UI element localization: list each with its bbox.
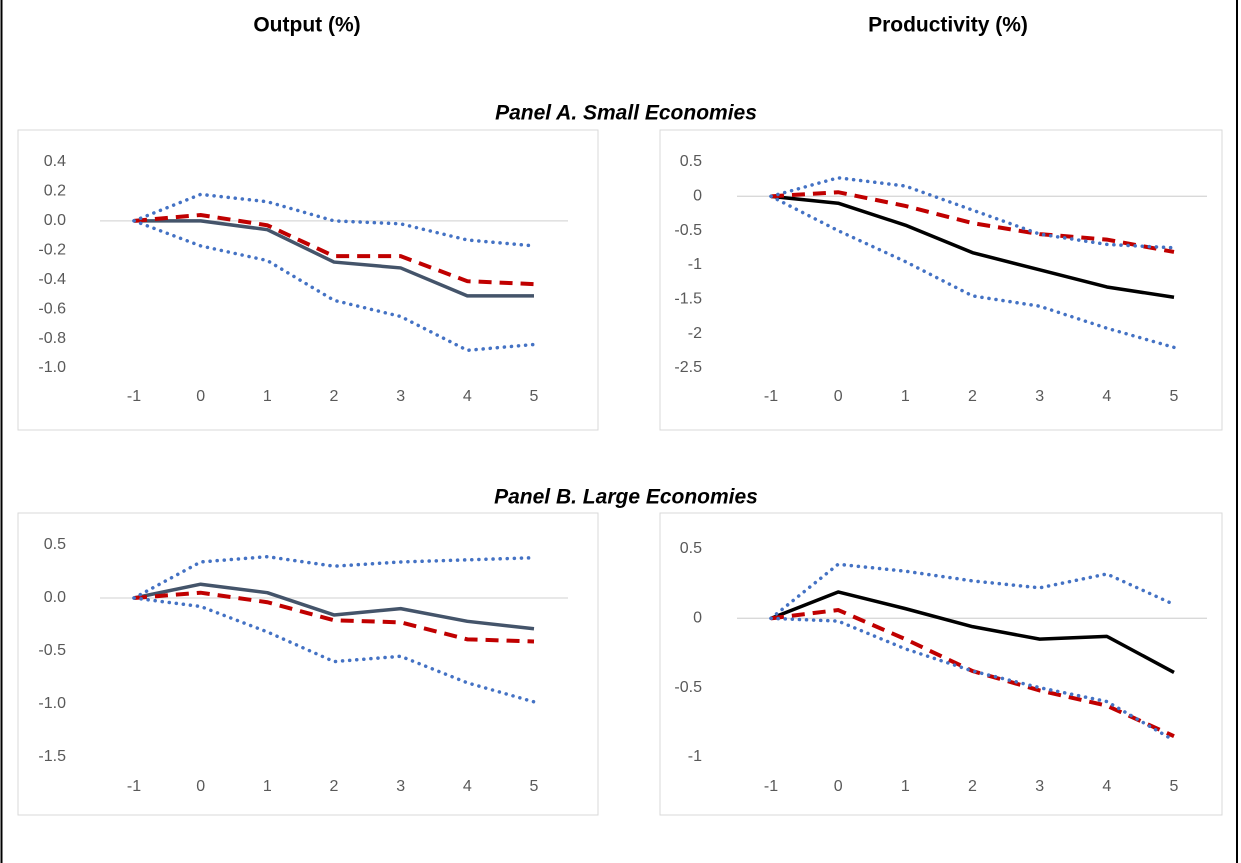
y-tick-label: 0.0 bbox=[44, 589, 66, 606]
x-tick-label: 1 bbox=[263, 778, 272, 795]
y-tick-label: -1.5 bbox=[38, 748, 66, 765]
y-tick-label: -0.6 bbox=[38, 300, 66, 317]
x-tick-label: 2 bbox=[968, 388, 977, 405]
x-tick-label: 1 bbox=[263, 388, 272, 405]
series-line bbox=[132, 192, 536, 248]
y-tick-label: -1.0 bbox=[38, 695, 66, 712]
series-line bbox=[769, 616, 1176, 743]
y-tick-label: -0.2 bbox=[38, 242, 66, 259]
chart-frame bbox=[17, 129, 599, 431]
y-tick-label: -0.5 bbox=[38, 642, 66, 659]
x-tick-label: -1 bbox=[127, 778, 141, 795]
y-tick-label: 0.2 bbox=[44, 183, 66, 200]
x-tick-label: 1 bbox=[901, 388, 910, 405]
y-tick-label: -1 bbox=[688, 748, 702, 765]
series-line bbox=[132, 219, 536, 353]
x-tick-label: 4 bbox=[1102, 388, 1111, 405]
x-tick-label: 4 bbox=[463, 778, 472, 795]
column-title: Output (%) bbox=[253, 14, 360, 37]
series-line bbox=[133, 582, 535, 631]
y-tick-label: 0 bbox=[693, 610, 702, 627]
series-line bbox=[770, 190, 1175, 254]
series-line bbox=[770, 590, 1175, 674]
x-tick-label: 2 bbox=[330, 778, 339, 795]
series-line bbox=[770, 607, 1175, 739]
x-tick-label: 4 bbox=[463, 388, 472, 405]
chart-frame bbox=[17, 512, 599, 816]
series-line bbox=[769, 562, 1176, 621]
series-line bbox=[133, 590, 535, 644]
x-tick-label: 3 bbox=[396, 778, 405, 795]
series-line bbox=[769, 176, 1176, 250]
y-tick-label: 0.0 bbox=[44, 212, 66, 229]
y-tick-label: 0.5 bbox=[680, 153, 702, 170]
x-tick-label: -1 bbox=[764, 388, 778, 405]
series-line bbox=[769, 194, 1176, 350]
x-tick-label: 3 bbox=[1035, 778, 1044, 795]
y-tick-label: -0.8 bbox=[38, 330, 66, 347]
y-tick-label: -0.4 bbox=[38, 271, 66, 288]
x-tick-label: 4 bbox=[1102, 778, 1111, 795]
x-tick-label: 5 bbox=[1170, 388, 1179, 405]
y-tick-label: 0.5 bbox=[44, 536, 66, 553]
y-tick-label: -1.5 bbox=[674, 291, 702, 308]
x-tick-label: 0 bbox=[834, 388, 843, 405]
x-tick-label: 0 bbox=[196, 778, 205, 795]
y-tick-label: -2.5 bbox=[674, 359, 702, 376]
x-tick-label: 5 bbox=[530, 778, 539, 795]
series-line bbox=[132, 596, 536, 704]
x-tick-label: 0 bbox=[834, 778, 843, 795]
x-tick-label: 1 bbox=[901, 778, 910, 795]
y-tick-label: 0.4 bbox=[44, 153, 66, 170]
column-title: Productivity (%) bbox=[868, 14, 1028, 37]
y-tick-label: -1.0 bbox=[38, 359, 66, 376]
x-tick-label: 2 bbox=[330, 388, 339, 405]
x-tick-label: 3 bbox=[1035, 388, 1044, 405]
y-tick-label: -2 bbox=[688, 325, 702, 342]
panel-title: Panel B. Large Economies bbox=[494, 486, 758, 509]
x-tick-label: -1 bbox=[764, 778, 778, 795]
chart-frame bbox=[659, 512, 1223, 816]
y-tick-label: -1 bbox=[688, 256, 702, 273]
y-tick-label: 0 bbox=[693, 188, 702, 205]
chart-frame bbox=[659, 129, 1223, 431]
y-tick-label: -0.5 bbox=[674, 679, 702, 696]
x-tick-label: 5 bbox=[1170, 778, 1179, 795]
x-tick-label: 3 bbox=[396, 388, 405, 405]
y-tick-label: -0.5 bbox=[674, 222, 702, 239]
x-tick-label: 5 bbox=[530, 388, 539, 405]
series-line bbox=[134, 219, 534, 298]
series-line bbox=[770, 194, 1175, 300]
series-line bbox=[133, 212, 535, 287]
x-tick-label: 2 bbox=[968, 778, 977, 795]
x-tick-label: -1 bbox=[127, 388, 141, 405]
x-tick-label: 0 bbox=[196, 388, 205, 405]
y-tick-label: 0.5 bbox=[680, 540, 702, 557]
panel-title: Panel A. Small Economies bbox=[495, 102, 757, 125]
